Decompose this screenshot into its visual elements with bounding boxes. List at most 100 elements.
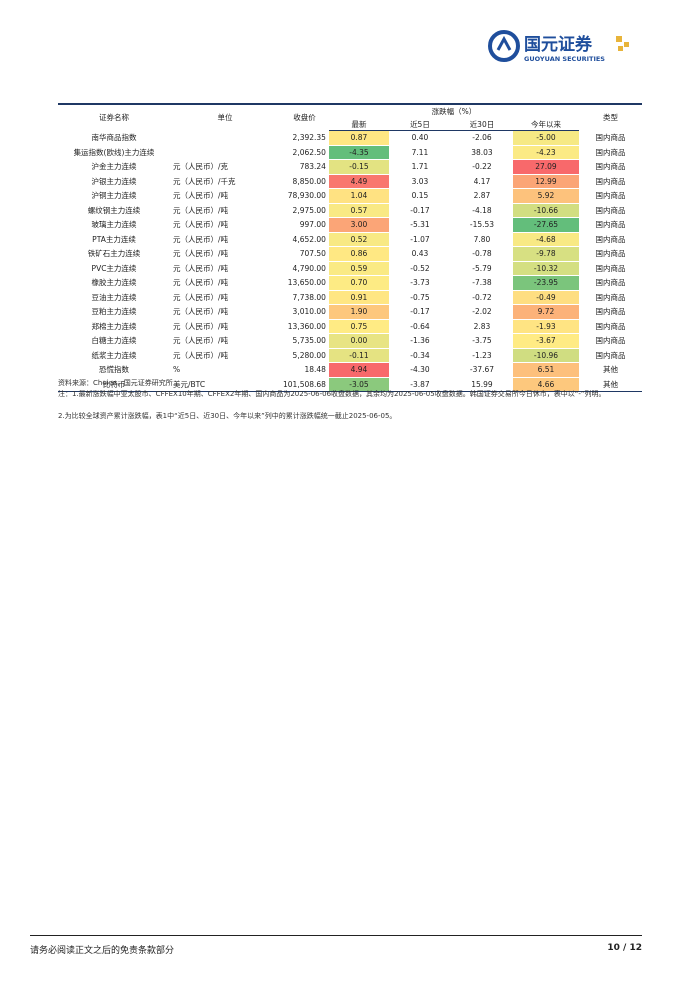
table-cell: 元（人民币）/克 <box>170 159 280 175</box>
table-cell: 美元/BTC <box>170 377 280 392</box>
table-cell: -0.11 <box>328 348 389 363</box>
table-cell: 707.50 <box>280 246 329 262</box>
table-row: 豆粕主力连续 元（人民币）/吨 3,010.00 1.90 -0.17 -2.02 9.72… <box>58 304 642 320</box>
table-cell: 7,738.00 <box>280 290 329 305</box>
table-cell: 沪银主力连续 <box>58 174 170 189</box>
table-cell: 3.03 <box>388 174 451 189</box>
table-cell: 沪铜主力连续 <box>58 188 170 204</box>
page-number: 10 / 12 <box>607 943 642 953</box>
table-row: 沪金主力连续 元（人民币）/克 783.24 -0.15 1.71 -0.22 27.09 国… <box>58 159 642 175</box>
table-cell: -0.17 <box>388 203 451 218</box>
table-cell: 1.90 <box>328 304 389 320</box>
table-cell: 螺纹钢主力连续 <box>58 203 170 218</box>
column-header: 涨跌幅（%） <box>328 103 579 118</box>
table-cell: -3.67 <box>512 333 579 349</box>
table-cell: -3.87 <box>388 377 451 392</box>
table-cell: 元（人民币）/吨 <box>170 304 280 320</box>
table-cell: 元（人民币）/吨 <box>170 275 280 291</box>
table-cell: 1.71 <box>388 159 451 175</box>
logo-square <box>618 46 623 51</box>
table-cell: 国内商品 <box>578 174 642 189</box>
table-cell: -1.93 <box>512 319 579 334</box>
table-cell: -0.64 <box>388 319 451 334</box>
table-cell: 元（人民币）/吨 <box>170 290 280 305</box>
table-row: 豆油主力连续 元（人民币）/吨 7,738.00 0.91 -0.75 -0.72 -0.4… <box>58 290 642 305</box>
sub-column-header: 近5日 <box>388 117 451 131</box>
table-cell: 橡胶主力连续 <box>58 275 170 291</box>
table-cell: 国内商品 <box>578 290 642 305</box>
table-cell: 0.52 <box>328 232 389 247</box>
sub-column-header: 最新 <box>328 117 389 131</box>
logo-arrow <box>496 35 512 51</box>
table-cell: -0.15 <box>328 159 389 175</box>
table-cell: 国内商品 <box>578 232 642 247</box>
table-cell: 2.87 <box>450 188 513 204</box>
table-cell: 0.91 <box>328 290 389 305</box>
table-cell: 9.72 <box>512 304 579 320</box>
table-cell <box>170 145 280 160</box>
table-cell: 3.00 <box>328 217 389 233</box>
table-cell: 78,930.00 <box>280 188 329 204</box>
table-cell: -10.66 <box>512 203 579 218</box>
table-cell: -9.78 <box>512 246 579 262</box>
table-cell: 2,062.50 <box>280 145 329 160</box>
table-cell: 0.43 <box>388 246 451 262</box>
table-cell: 8,850.00 <box>280 174 329 189</box>
table-cell: 国内商品 <box>578 203 642 218</box>
table-cell: 4,790.00 <box>280 261 329 276</box>
table-cell: 玻璃主力连续 <box>58 217 170 233</box>
table-cell: 纸浆主力连续 <box>58 348 170 363</box>
table-cell: 4,652.00 <box>280 232 329 247</box>
table-cell: 元（人民币）/吨 <box>170 188 280 204</box>
table-cell: 豆粕主力连续 <box>58 304 170 320</box>
table-cell: 4.66 <box>512 377 579 392</box>
table-cell: 国内商品 <box>578 275 642 291</box>
table-cell: 郑棉主力连续 <box>58 319 170 334</box>
table-cell: -3.75 <box>450 333 513 349</box>
table-cell: 27.09 <box>512 159 579 175</box>
table-cell: 15.99 <box>450 377 513 392</box>
table-cell: 0.57 <box>328 203 389 218</box>
table-row: 沪银主力连续 元（人民币）/千克 8,850.00 4.49 3.03 4.17 12.99… <box>58 174 642 189</box>
table-cell: 0.00 <box>328 333 389 349</box>
disclaimer: 请务必阅读正文之后的免责条款部分 <box>30 946 175 956</box>
table-cell: 1.04 <box>328 188 389 204</box>
table-cell: -37.67 <box>450 362 513 378</box>
table-cell: 元（人民币）/吨 <box>170 217 280 233</box>
table-cell: 2,975.00 <box>280 203 329 218</box>
table-cell: 0.59 <box>328 261 389 276</box>
logo-en: GUOYUAN SECURITIES <box>524 55 605 63</box>
sub-column-header: 今年以来 <box>512 117 579 131</box>
table-cell: 国内商品 <box>578 159 642 175</box>
table-row: 铁矿石主力连续 元（人民币）/吨 707.50 0.86 0.43 -0.78 -9.78 国… <box>58 246 642 262</box>
table-cell: 5.92 <box>512 188 579 204</box>
table-cell: 国内商品 <box>578 188 642 204</box>
table-cell: 5,280.00 <box>280 348 329 363</box>
table-cell: 0.75 <box>328 319 389 334</box>
table-cell: -4.18 <box>450 203 513 218</box>
table-cell: 4.94 <box>328 362 389 378</box>
table-cell: 南华商品指数 <box>58 130 170 146</box>
table-cell: -7.38 <box>450 275 513 291</box>
column-header: 证券名称 <box>58 103 170 131</box>
table-cell: -4.23 <box>512 145 579 160</box>
table-cell: -5.31 <box>388 217 451 233</box>
table-row: PVC主力连续 元（人民币）/吨 4,790.00 0.59 -0.52 -5.79 -10… <box>58 261 642 276</box>
table-cell: 白糖主力连续 <box>58 333 170 349</box>
note: 注：1.最新涨跌幅中亚太股市、CFFEX10年期、CFFEX2年期、国内商品为2… <box>58 390 606 398</box>
table-cell: 0.15 <box>388 188 451 204</box>
table-cell: 国内商品 <box>578 246 642 262</box>
table-cell: -0.34 <box>388 348 451 363</box>
table-cell: 国内商品 <box>578 319 642 334</box>
table-cell: 集运指数(欧线)主力连续 <box>58 145 170 160</box>
logo-square <box>624 42 629 47</box>
note: 2.为比较全球资产累计涨跌幅，表1中“近5日、近30日、今年以来”列中的累计涨跌… <box>58 412 397 420</box>
table-cell: -0.49 <box>512 290 579 305</box>
table-cell <box>170 130 280 146</box>
table-cell: 国内商品 <box>578 217 642 233</box>
table-row: 集运指数(欧线)主力连续 2,062.50 -4.35 7.11 38.03 -4.23 国… <box>58 145 642 160</box>
table-cell: -27.65 <box>512 217 579 233</box>
sub-column-header: 近30日 <box>450 117 513 131</box>
table-cell: 783.24 <box>280 159 329 175</box>
